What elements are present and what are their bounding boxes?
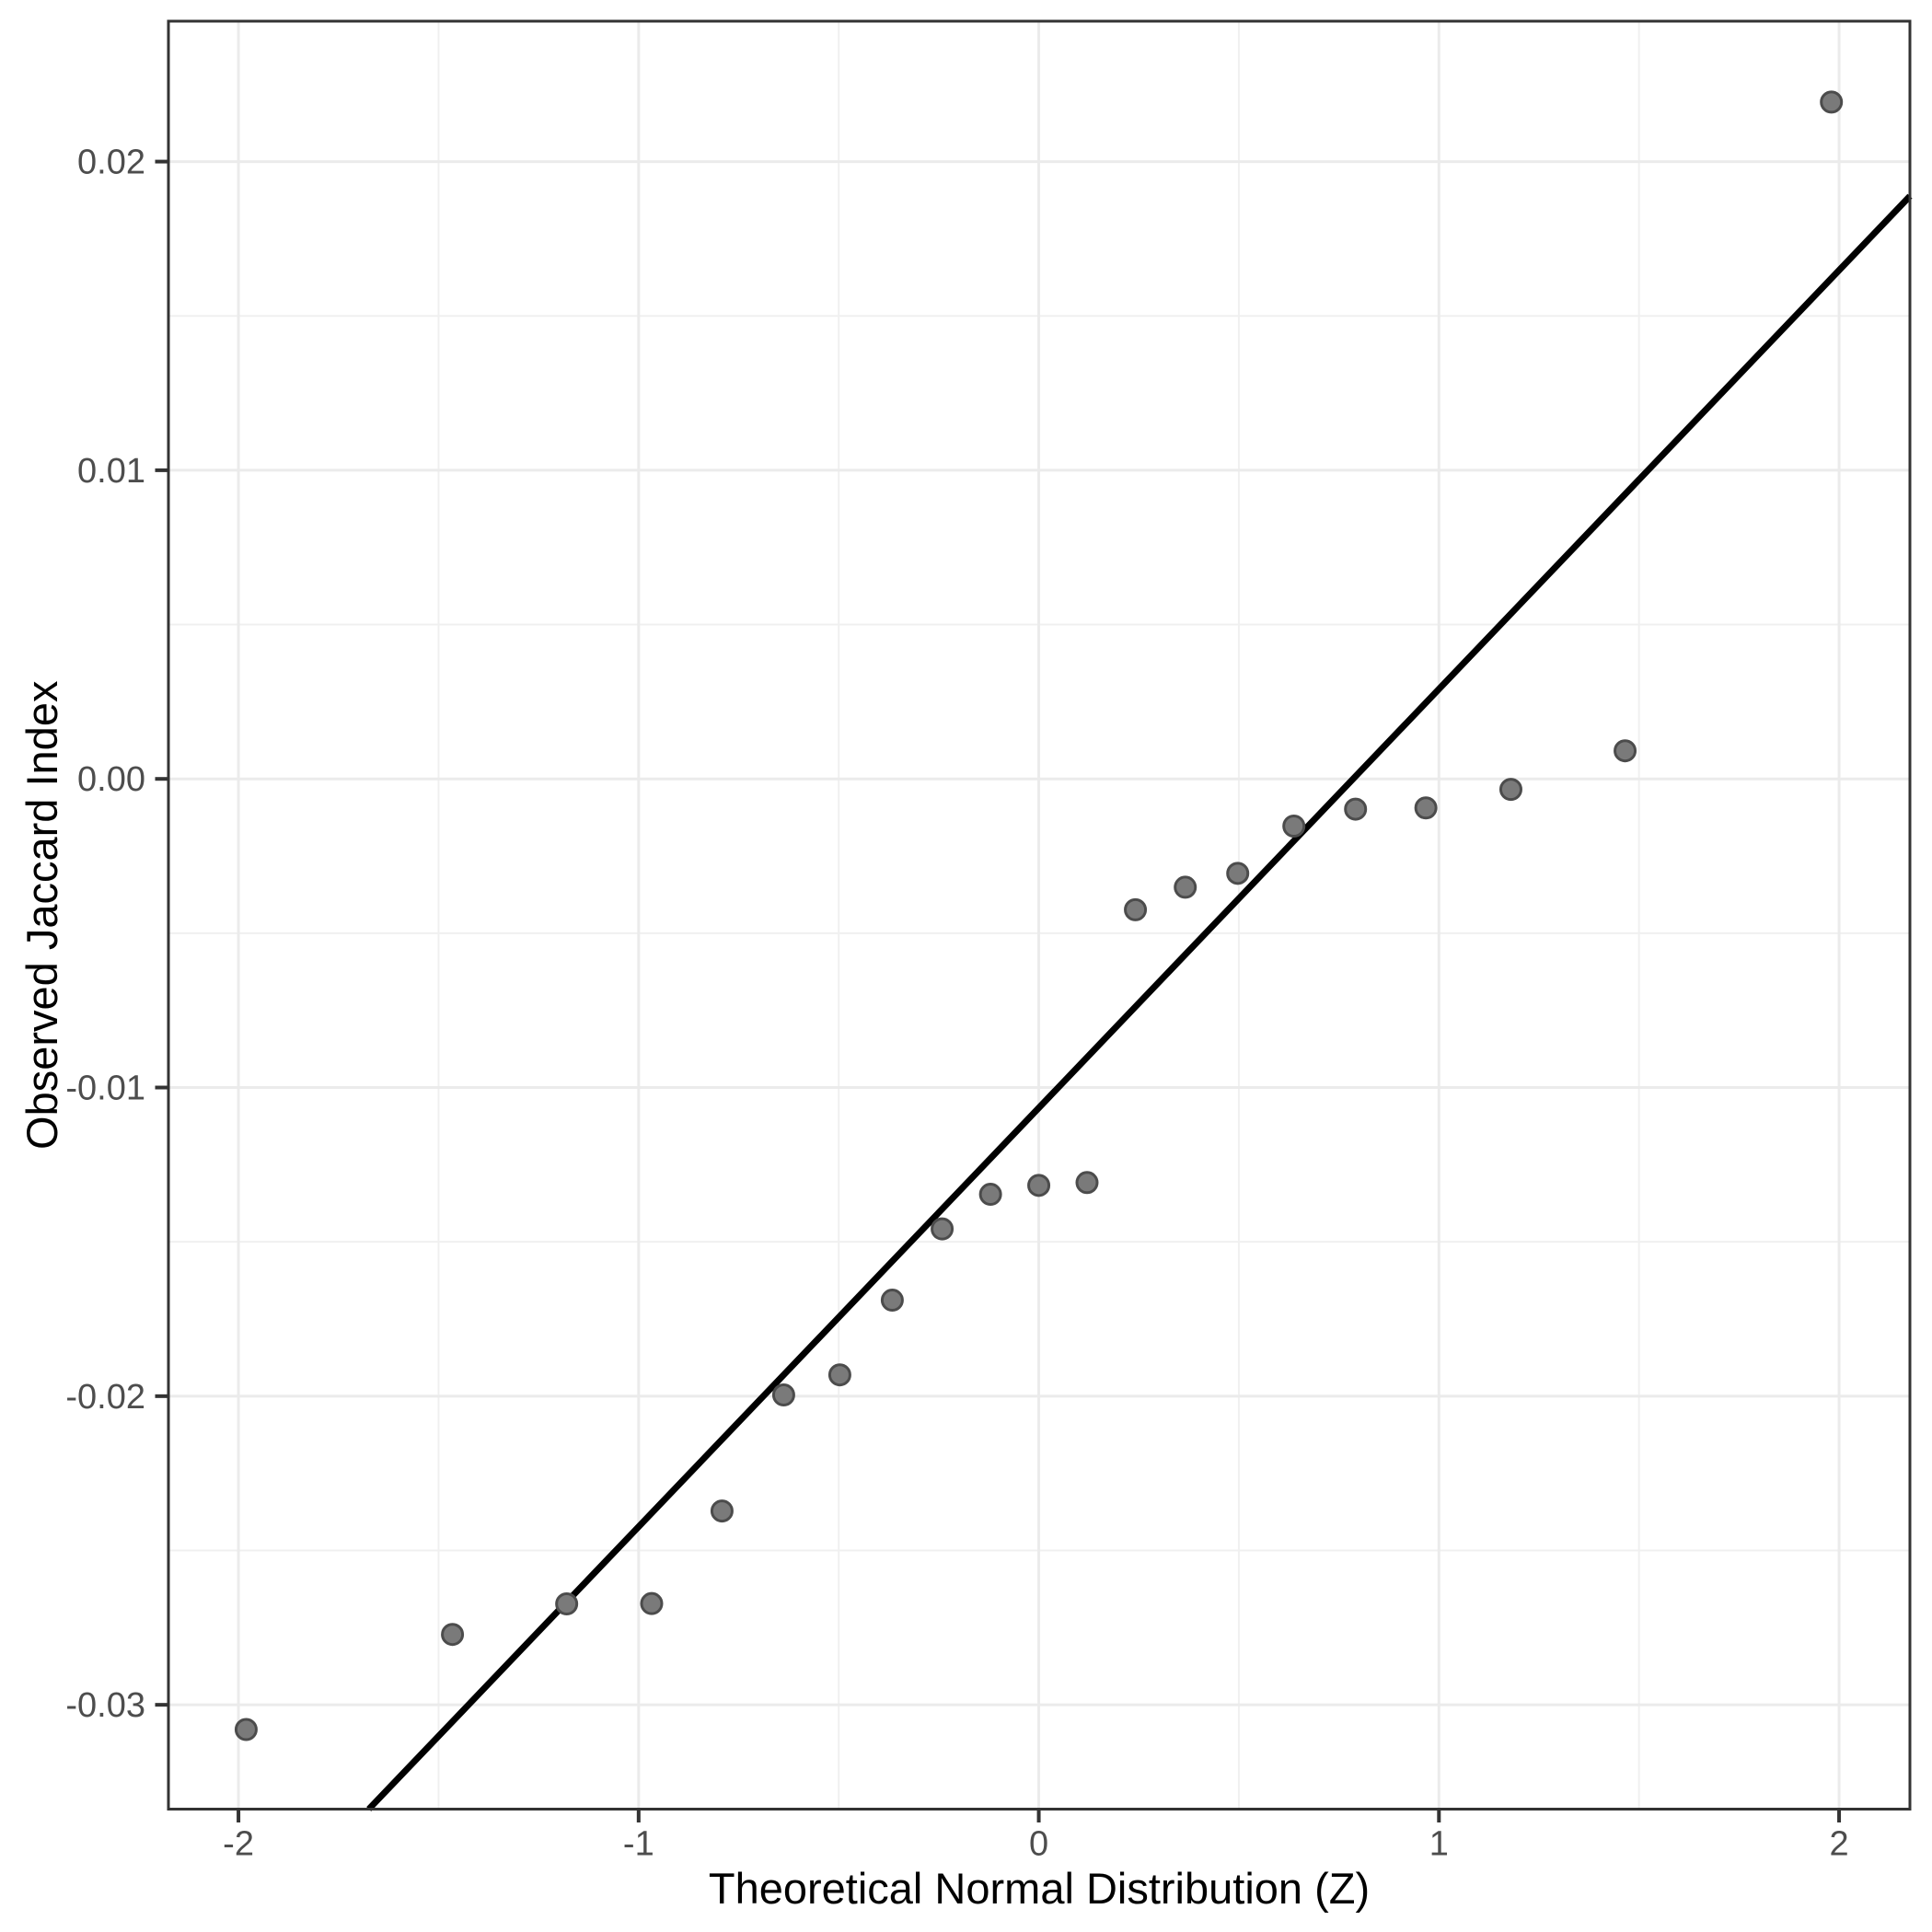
y-tick-label: 0.02	[77, 144, 145, 182]
axis-ticks-group	[155, 159, 1842, 1822]
data-point	[441, 1623, 465, 1647]
data-point	[771, 1383, 795, 1407]
x-tick-label: 1	[1429, 1825, 1449, 1864]
data-point	[1820, 90, 1844, 114]
data-point	[880, 1289, 904, 1313]
y-tick-label: 0.00	[77, 760, 145, 799]
x-tick-label: -1	[623, 1825, 654, 1864]
major-gridlines	[168, 21, 1910, 1810]
data-point	[1498, 778, 1522, 802]
x-tick-label: 0	[1029, 1825, 1048, 1864]
data-point	[1414, 796, 1438, 820]
y-tick-label: -0.01	[65, 1070, 145, 1108]
plot-panel-border	[167, 19, 1912, 1811]
y-tick-label: -0.02	[65, 1378, 145, 1417]
data-point	[1226, 862, 1250, 885]
x-axis-title: Theoretical Normal Distribution (Z)	[709, 1864, 1370, 1913]
y-tick-label: -0.03	[65, 1686, 145, 1725]
data-point	[827, 1363, 851, 1387]
data-point	[978, 1183, 1002, 1207]
data-point	[1124, 897, 1148, 921]
y-tick-label: 0.01	[77, 452, 145, 491]
data-point	[1282, 815, 1306, 839]
x-tick-label: 2	[1829, 1825, 1848, 1864]
data-point	[1075, 1171, 1099, 1195]
data-point	[1344, 797, 1368, 821]
qq-reference-line	[366, 193, 1913, 1811]
data-point	[1614, 739, 1637, 763]
data-point	[931, 1217, 954, 1241]
data-point	[640, 1591, 664, 1615]
data-point	[710, 1499, 734, 1523]
data-point	[555, 1592, 579, 1616]
data-point	[234, 1718, 258, 1741]
data-point	[1027, 1174, 1051, 1197]
data-point	[1174, 875, 1197, 899]
axis-tick-labels-group: -2 -1 0 1 2 0.02 0.01 0.00 -0.01 -0.02 -0.03	[65, 144, 1848, 1864]
reference-line-group	[366, 193, 1913, 1811]
y-axis-title: Observed Jaccard Index	[17, 681, 66, 1150]
data-points-group	[234, 90, 1844, 1741]
x-tick-label: -2	[223, 1825, 254, 1864]
